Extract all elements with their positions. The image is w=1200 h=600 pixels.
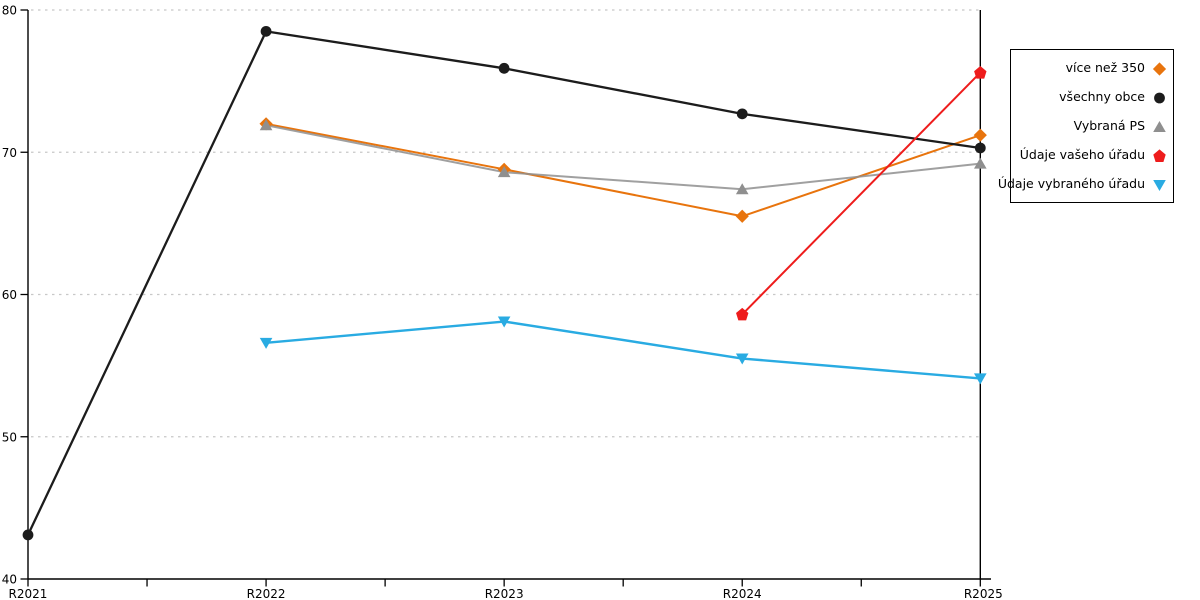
pentagon-icon: [1153, 148, 1166, 162]
legend-item: všechny obce: [1011, 83, 1173, 112]
legend-item: Vybraná PS: [1011, 112, 1173, 141]
triangle-down-marker: [259, 337, 273, 349]
x-tick-label: R2023: [485, 587, 524, 600]
triangle-up-icon: [1153, 120, 1166, 132]
legend-item: Údaje vybraného úřadu: [998, 170, 1173, 199]
x-tick-label: R2025: [964, 587, 1003, 600]
legend-label: Údaje vašeho úřadu: [1019, 146, 1145, 162]
triangle-down-icon: [1153, 179, 1166, 191]
series-line: [265, 320, 981, 380]
circle-marker: [260, 25, 272, 37]
legend-label: více než 350: [1065, 59, 1145, 75]
legend-label: Vybraná PS: [1073, 117, 1145, 133]
series-line: [265, 122, 981, 218]
pentagon-marker: [736, 307, 749, 321]
x-tick-label: R2021: [9, 587, 48, 600]
circle-icon: [1154, 92, 1165, 103]
legend-label: všechny obce: [1059, 88, 1145, 104]
triangle-up-marker: [497, 166, 511, 178]
circle-marker: [736, 108, 748, 120]
x-tick-label: R2024: [723, 587, 762, 600]
legend-item: Údaje vašeho úřadu: [1011, 141, 1173, 170]
y-tick-label: 60: [2, 288, 17, 302]
series-line: [265, 124, 981, 191]
circle-marker: [22, 529, 34, 541]
triangle-up-marker: [735, 183, 749, 195]
y-tick-label: 50: [2, 430, 17, 444]
x-tick-label: R2022: [247, 587, 286, 600]
legend-item: více než 350: [1011, 54, 1173, 83]
series-line: [741, 71, 982, 316]
circle-marker: [974, 142, 986, 154]
triangle-up-marker: [974, 157, 987, 169]
triangle-up-marker: [259, 119, 273, 131]
triangle-down-marker: [735, 353, 749, 365]
diamond-marker: [735, 209, 749, 223]
y-tick-label: 70: [2, 146, 17, 160]
circle-marker: [498, 62, 510, 74]
legend: více než 350 všechny obce Vybraná PS Údaje …: [998, 49, 1174, 203]
series-markers: [736, 65, 987, 321]
y-tick-label: 40: [2, 573, 17, 587]
diamond-icon: [1152, 61, 1167, 76]
series-markers: [259, 119, 987, 195]
triangle-down-marker: [497, 316, 511, 328]
diamond-marker: [973, 128, 987, 142]
series-markers: [22, 25, 986, 541]
series-line: [26, 30, 981, 536]
pentagon-marker: [974, 65, 987, 79]
triangle-down-marker: [974, 373, 987, 385]
series-markers: [259, 316, 987, 385]
y-tick-label: 80: [2, 4, 17, 18]
legend-label: Údaje vybraného úřadu: [997, 175, 1145, 191]
